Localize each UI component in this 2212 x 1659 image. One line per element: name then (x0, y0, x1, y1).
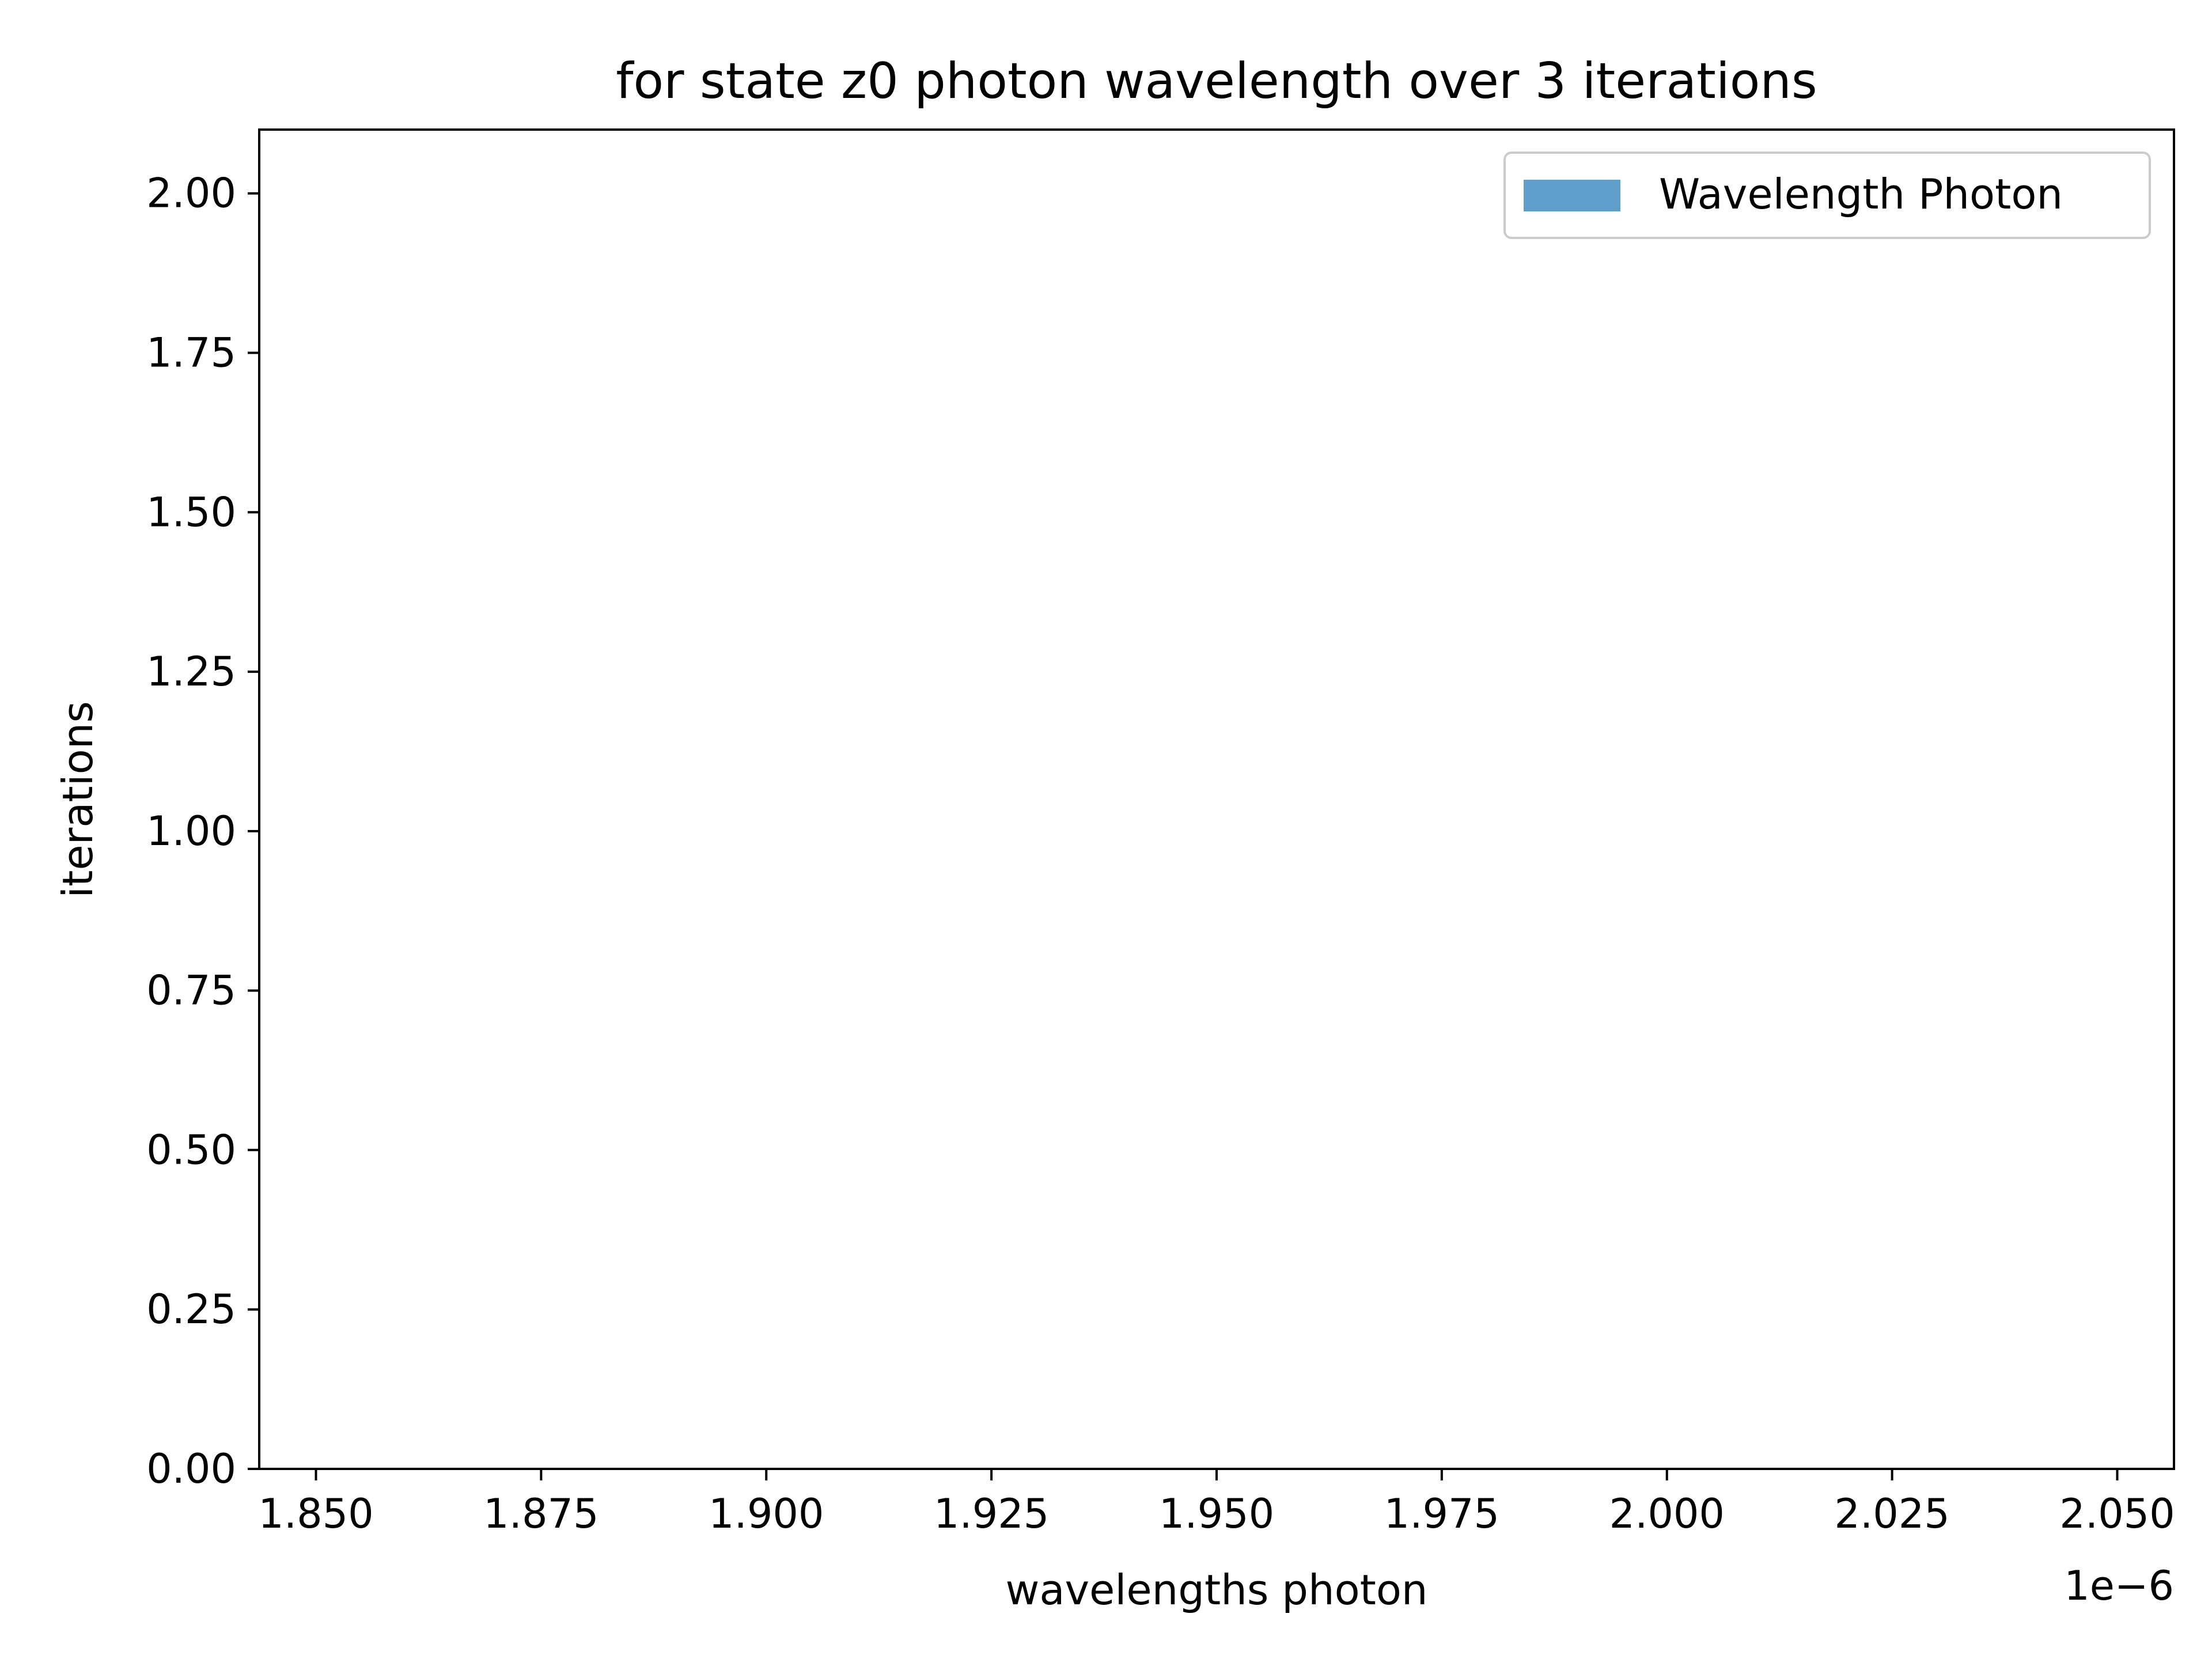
y-tick-label: 0.00 (146, 1445, 236, 1493)
x-axis-offset-label: 1e−6 (2064, 1562, 2174, 1609)
y-tick-label: 1.00 (146, 808, 236, 855)
y-axis-ticks: 0.00 0.25 0.50 0.75 1.00 1.25 1.50 1.75 2.00 (146, 170, 259, 1493)
y-tick-label: 0.50 (146, 1126, 236, 1173)
x-tick-label: 1.875 (483, 1490, 599, 1537)
y-tick-label: 1.50 (146, 488, 236, 536)
plot-area-frame (258, 128, 2175, 1470)
y-tick-label: 2.00 (146, 170, 236, 217)
legend: Wavelength Photon (1503, 151, 2151, 239)
x-tick-label: 2.025 (1834, 1490, 1949, 1537)
x-tick-label: 1.850 (258, 1490, 373, 1537)
x-tick-label: 2.000 (1609, 1490, 1725, 1537)
legend-swatch (1524, 180, 1620, 211)
chart-title: for state z0 photon wavelength over 3 it… (616, 52, 1817, 110)
y-axis-label: iterations (54, 701, 102, 898)
y-tick-label: 0.25 (146, 1286, 236, 1333)
y-tick-label: 1.75 (146, 329, 236, 377)
y-tick-label: 0.75 (146, 967, 236, 1014)
x-tick-label: 1.950 (1159, 1490, 1274, 1537)
x-tick-label: 1.925 (934, 1490, 1049, 1537)
legend-frame (1503, 151, 2151, 239)
x-tick-label: 2.050 (2059, 1490, 2175, 1537)
y-tick-label: 1.25 (146, 648, 236, 695)
x-axis-ticks: 1.850 1.875 1.900 1.925 1.950 1.975 2.000 2.025… (258, 1469, 2175, 1537)
legend-label: Wavelength Photon (1659, 170, 2063, 218)
x-axis-label: wavelengths photon (1005, 1566, 1427, 1614)
x-tick-label: 1.900 (709, 1490, 824, 1537)
x-tick-label: 1.975 (1384, 1490, 1499, 1537)
